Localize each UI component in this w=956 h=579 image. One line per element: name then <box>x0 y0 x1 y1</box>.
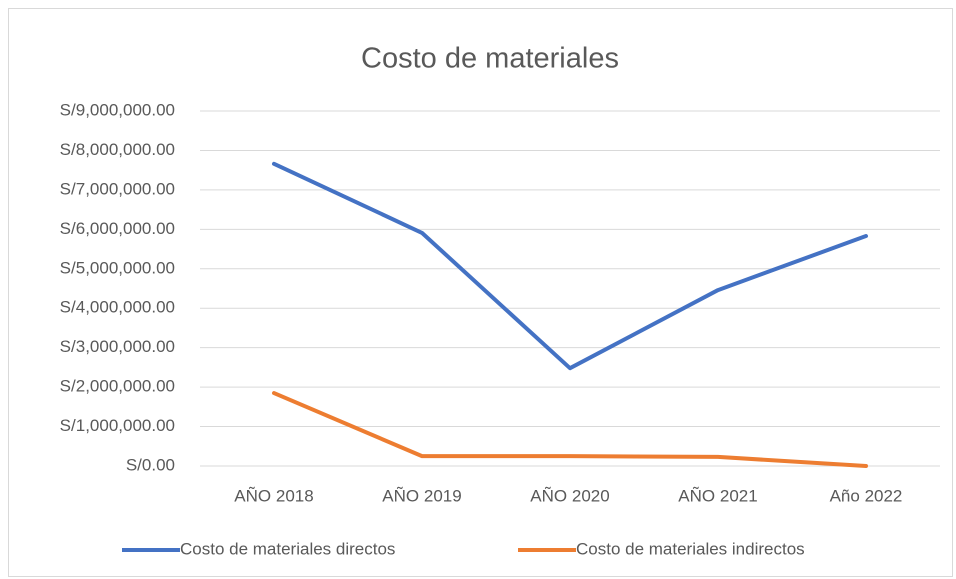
y-tick-label: S/9,000,000.00 <box>60 100 175 119</box>
y-tick-label: S/5,000,000.00 <box>60 258 175 277</box>
y-tick-label: S/7,000,000.00 <box>60 179 175 198</box>
chart-title: Costo de materiales <box>361 43 619 75</box>
series-line <box>272 161 868 371</box>
y-tick-label: S/2,000,000.00 <box>60 377 175 396</box>
series-line <box>272 391 868 468</box>
y-tick-label: S/3,000,000.00 <box>60 337 175 356</box>
x-tick-label: AÑO 2019 <box>382 486 461 505</box>
x-tick-label: AÑO 2018 <box>234 486 313 505</box>
x-tick-label: Año 2022 <box>830 486 903 505</box>
y-tick-label: S/8,000,000.00 <box>60 140 175 159</box>
x-tick-label: AÑO 2020 <box>530 486 609 505</box>
legend-label: Costo de materiales indirectos <box>576 539 805 558</box>
y-tick-label: S/1,000,000.00 <box>60 416 175 435</box>
legend-label: Costo de materiales directos <box>180 539 395 558</box>
x-tick-label: AÑO 2021 <box>678 486 757 505</box>
chart-border <box>8 8 953 577</box>
y-tick-label: S/6,000,000.00 <box>60 219 175 238</box>
y-tick-label: S/0.00 <box>126 455 175 474</box>
y-tick-label: S/4,000,000.00 <box>60 298 175 317</box>
